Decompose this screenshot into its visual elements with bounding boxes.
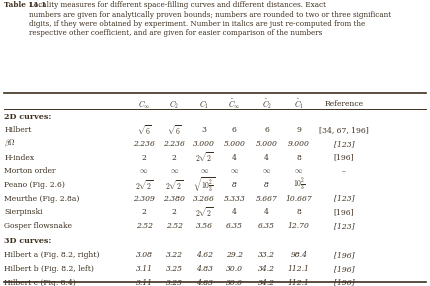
Text: $\tilde{C}_1$: $\tilde{C}_1$	[294, 98, 304, 111]
Text: 3.25: 3.25	[166, 279, 183, 286]
Text: $C_1$: $C_1$	[200, 98, 209, 111]
Text: 2: 2	[172, 154, 177, 162]
Text: 10.667: 10.667	[286, 195, 312, 203]
Text: 2: 2	[172, 208, 177, 217]
Text: $\infty$: $\infty$	[262, 167, 271, 175]
Text: –: –	[342, 167, 346, 175]
Text: 2.380: 2.380	[163, 195, 185, 203]
Text: 5.000: 5.000	[256, 140, 277, 148]
Text: Peano (Fig. 2.6): Peano (Fig. 2.6)	[4, 181, 65, 189]
Text: Reference: Reference	[325, 100, 363, 108]
Text: 4.83: 4.83	[196, 265, 213, 273]
Text: Hilbert: Hilbert	[4, 126, 32, 134]
Text: [123]: [123]	[334, 195, 354, 203]
Text: [34, 67, 196]: [34, 67, 196]	[319, 126, 369, 134]
Text: [123]: [123]	[334, 222, 354, 230]
Text: 3.22: 3.22	[166, 251, 183, 259]
Text: 29.2: 29.2	[226, 251, 243, 259]
Text: 4: 4	[232, 208, 237, 217]
Text: $2\sqrt{2}$: $2\sqrt{2}$	[195, 206, 214, 219]
Text: $\infty$: $\infty$	[294, 167, 304, 175]
Text: $\infty$: $\infty$	[169, 167, 179, 175]
Text: 5.667: 5.667	[256, 195, 277, 203]
Text: 3.11: 3.11	[135, 279, 153, 286]
Text: [196]: [196]	[334, 154, 354, 162]
Text: 9.000: 9.000	[288, 140, 310, 148]
Text: 33.2: 33.2	[258, 251, 275, 259]
Text: 3.000: 3.000	[194, 140, 215, 148]
Text: 2.52: 2.52	[135, 222, 153, 230]
Text: 34.2: 34.2	[258, 279, 275, 286]
Text: $\tilde{C}_2$: $\tilde{C}_2$	[261, 98, 272, 111]
Text: 12.70: 12.70	[288, 222, 310, 230]
Text: $2\sqrt{2}$: $2\sqrt{2}$	[165, 178, 184, 192]
Text: 2.52: 2.52	[166, 222, 183, 230]
Text: 6: 6	[264, 126, 269, 134]
Text: 30.0: 30.0	[226, 265, 243, 273]
Text: Hilbert c (Fig. 8.4): Hilbert c (Fig. 8.4)	[4, 279, 76, 286]
Text: 3: 3	[202, 126, 207, 134]
Text: $\infty$: $\infty$	[200, 167, 209, 175]
Text: 2.309: 2.309	[133, 195, 155, 203]
Text: Sierpinski: Sierpinski	[4, 208, 43, 217]
Text: 4: 4	[264, 208, 269, 217]
Text: $C_{\infty}$: $C_{\infty}$	[138, 98, 150, 111]
Text: Morton order: Morton order	[4, 167, 56, 175]
Text: 3.25: 3.25	[166, 265, 183, 273]
Text: 3D curves:: 3D curves:	[4, 237, 52, 245]
Text: [196]: [196]	[334, 208, 354, 217]
Text: $2\sqrt{2}$: $2\sqrt{2}$	[135, 178, 154, 192]
Text: $\infty$: $\infty$	[139, 167, 149, 175]
Text: Hilbert b (Fig. 8.2, left): Hilbert b (Fig. 8.2, left)	[4, 265, 94, 273]
Text: $C_2$: $C_2$	[169, 98, 179, 111]
Text: Gosper flowsnake: Gosper flowsnake	[4, 222, 72, 230]
Text: 9: 9	[296, 126, 301, 134]
Text: 112.1: 112.1	[288, 265, 310, 273]
Text: $\infty$: $\infty$	[230, 167, 239, 175]
Text: 5.333: 5.333	[224, 195, 245, 203]
Text: 2: 2	[141, 154, 147, 162]
Text: 112.1: 112.1	[288, 279, 310, 286]
Text: 30.0: 30.0	[226, 279, 243, 286]
Text: 8: 8	[264, 181, 269, 189]
Text: 6: 6	[232, 126, 237, 134]
Text: Hilbert a (Fig. 8.2, right): Hilbert a (Fig. 8.2, right)	[4, 251, 100, 259]
Text: $\sqrt{6}$: $\sqrt{6}$	[137, 123, 151, 137]
Text: 5.000: 5.000	[224, 140, 245, 148]
Text: 8: 8	[296, 208, 301, 217]
Text: 4: 4	[232, 154, 237, 162]
Text: $\sqrt{6}$: $\sqrt{6}$	[167, 123, 181, 137]
Text: Table 11.1: Table 11.1	[4, 1, 49, 9]
Text: 2: 2	[141, 208, 147, 217]
Text: [196]: [196]	[334, 265, 354, 273]
Text: 3.11: 3.11	[135, 265, 153, 273]
Text: $\beta\Omega$: $\beta\Omega$	[4, 138, 16, 150]
Text: 6.35: 6.35	[226, 222, 243, 230]
Text: $10\frac{2}{3}$: $10\frac{2}{3}$	[293, 177, 305, 193]
Text: Meurthe (Fig. 2.8a): Meurthe (Fig. 2.8a)	[4, 195, 80, 203]
Text: [123]: [123]	[334, 140, 354, 148]
Text: 3.266: 3.266	[194, 195, 215, 203]
Text: 34.2: 34.2	[258, 265, 275, 273]
Text: 6.35: 6.35	[258, 222, 275, 230]
Text: [196]: [196]	[334, 279, 354, 286]
Text: 4.62: 4.62	[196, 251, 213, 259]
Text: 4: 4	[264, 154, 269, 162]
Text: 2.236: 2.236	[163, 140, 185, 148]
Text: H-index: H-index	[4, 154, 34, 162]
Text: 8: 8	[232, 181, 237, 189]
Text: 98.4: 98.4	[290, 251, 307, 259]
Text: 3.56: 3.56	[196, 222, 213, 230]
Text: 2D curves:: 2D curves:	[4, 113, 52, 121]
Text: Locality measures for different space-filling curves and different distances. Ex: Locality measures for different space-fi…	[29, 1, 391, 37]
Text: 4.83: 4.83	[196, 279, 213, 286]
Text: [196]: [196]	[334, 251, 354, 259]
Text: $2\sqrt{2}$: $2\sqrt{2}$	[195, 151, 214, 164]
Text: 2.236: 2.236	[133, 140, 155, 148]
Text: 8: 8	[296, 154, 301, 162]
Text: $\sqrt{10\frac{2}{3}}$: $\sqrt{10\frac{2}{3}}$	[193, 176, 215, 194]
Text: 3.08: 3.08	[135, 251, 153, 259]
Text: $\tilde{C}_{\infty}$: $\tilde{C}_{\infty}$	[228, 98, 241, 111]
